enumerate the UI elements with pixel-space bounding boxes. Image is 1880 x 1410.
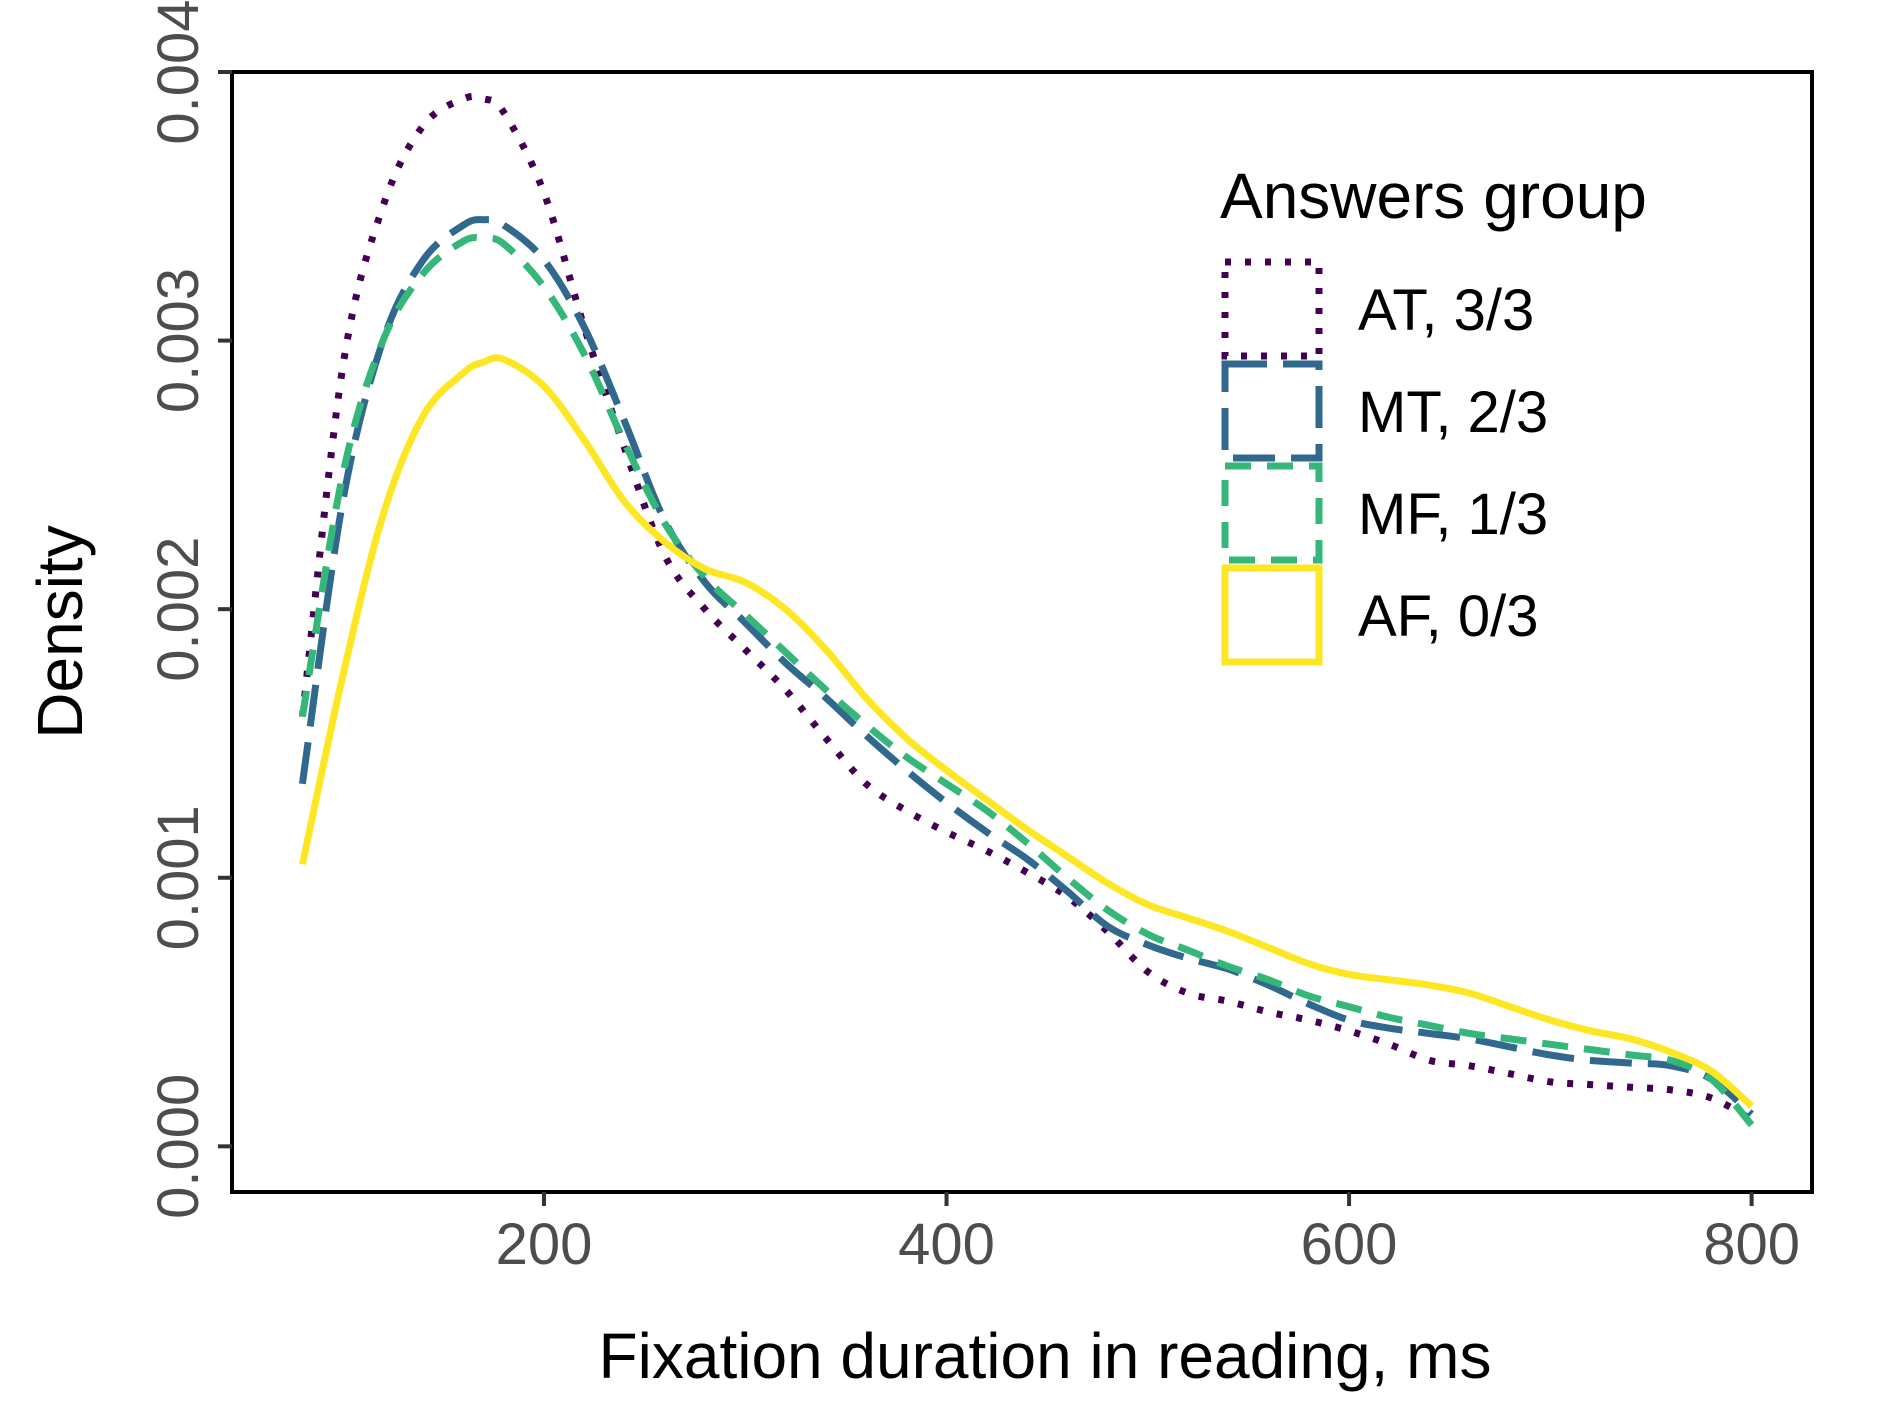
x-axis-title: Fixation duration in reading, ms xyxy=(599,1320,1492,1392)
y-tick-label: 0.001 xyxy=(146,805,211,950)
legend-label-1: AT, 3/3 xyxy=(1358,278,1534,343)
legend-key-4 xyxy=(1221,564,1323,666)
x-axis: 200 400 600 800 xyxy=(496,1192,1800,1277)
y-tick-label: 0.004 xyxy=(146,0,211,145)
legend-key-2 xyxy=(1221,360,1323,462)
series-layer xyxy=(298,92,1755,1128)
y-axis-title: Density xyxy=(24,525,96,738)
series-line-4 xyxy=(298,354,1754,1109)
legend-label-4: AF, 0/3 xyxy=(1358,584,1539,649)
legend-title: Answers group xyxy=(1220,160,1647,232)
x-tick-label: 600 xyxy=(1301,1212,1398,1277)
x-tick-label: 200 xyxy=(496,1212,593,1277)
x-tick-label: 800 xyxy=(1703,1212,1800,1277)
legend-key-1 xyxy=(1221,258,1323,360)
legend-label-2: MT, 2/3 xyxy=(1358,380,1548,445)
plot-panel-border xyxy=(230,70,1814,1194)
legend: Answers group AT, 3/3 MT, 2/3 MF, 1/3 AF, 0… xyxy=(1220,160,1647,666)
legend-key-3 xyxy=(1221,462,1323,564)
x-tick-label: 400 xyxy=(898,1212,995,1277)
y-tick-label: 0.002 xyxy=(146,537,211,682)
y-tick-label: 0.000 xyxy=(146,1074,211,1219)
y-axis: 0.000 0.001 0.002 0.003 0.004 xyxy=(146,0,232,1219)
legend-label-3: MF, 1/3 xyxy=(1358,482,1548,547)
y-tick-label: 0.003 xyxy=(146,268,211,413)
series-line-2 xyxy=(298,216,1754,1117)
